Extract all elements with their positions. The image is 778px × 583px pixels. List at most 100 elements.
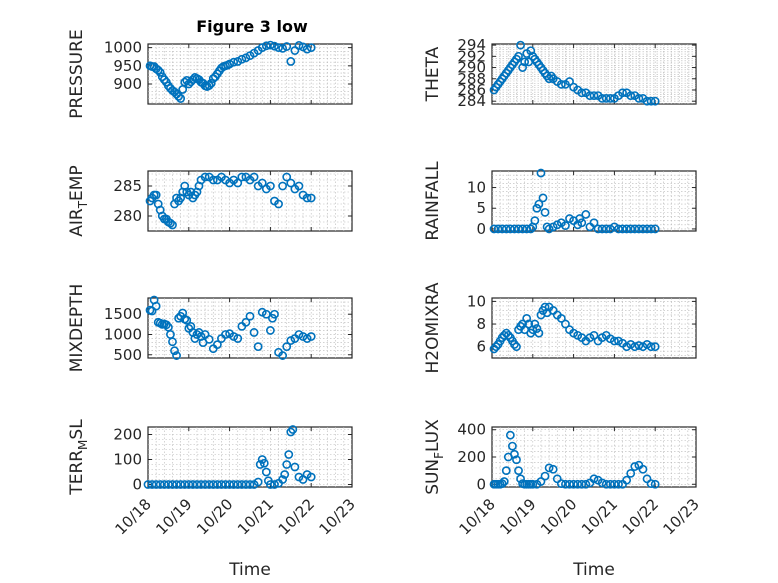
data-point — [245, 480, 255, 489]
data-point — [225, 480, 234, 489]
data-point — [176, 480, 186, 489]
series-points — [489, 302, 660, 354]
data-point — [536, 168, 546, 178]
series-points — [145, 172, 316, 230]
data-point — [601, 224, 611, 234]
y-tick-label: 1500 — [104, 305, 142, 323]
data-point — [288, 425, 298, 434]
data-point — [274, 43, 283, 53]
data-point — [176, 94, 186, 103]
data-point — [532, 324, 542, 333]
data-point — [200, 172, 210, 182]
data-point — [499, 477, 509, 486]
y-axis-label-tail: SL — [67, 419, 87, 440]
data-point — [597, 93, 607, 103]
data-point — [577, 88, 587, 98]
series-points — [489, 168, 660, 234]
y-axis-label-main: SUN — [423, 459, 443, 495]
data-point — [534, 199, 544, 209]
data-point — [542, 222, 552, 232]
data-point — [282, 460, 292, 469]
x-axis-label: Time — [572, 560, 615, 580]
data-point — [605, 479, 615, 489]
data-point — [593, 224, 603, 234]
data-point — [204, 480, 214, 489]
x-tick-label: 10/23 — [660, 495, 703, 538]
data-point — [520, 57, 530, 67]
data-point — [505, 224, 515, 234]
y-axis-label-subscript: M — [76, 440, 90, 450]
data-point — [241, 317, 251, 327]
data-point — [192, 480, 202, 489]
data-point — [168, 337, 177, 347]
y-tick-label: 285 — [113, 177, 142, 195]
data-point — [278, 181, 288, 191]
data-point — [229, 480, 239, 489]
x-tick-label: 10/21 — [578, 495, 621, 538]
subplot-air-temp: 280 285 AIRTEMP — [67, 165, 353, 237]
data-point — [270, 41, 279, 51]
data-point — [294, 41, 304, 50]
data-point — [516, 474, 525, 484]
data-point — [526, 46, 536, 56]
data-point — [225, 59, 234, 69]
data-point — [261, 467, 271, 477]
data-point — [208, 175, 218, 185]
data-point — [143, 480, 153, 489]
data-point — [634, 341, 644, 350]
data-point — [302, 44, 312, 54]
data-point — [278, 43, 288, 53]
data-point — [575, 214, 585, 223]
y-tick-label: 0 — [476, 220, 486, 238]
data-point — [556, 79, 566, 89]
y-axis-label: TERRMSL — [67, 419, 90, 496]
data-point — [241, 480, 251, 489]
data-point — [212, 480, 222, 489]
y-tick-label: 1000 — [104, 325, 142, 343]
data-point — [233, 480, 243, 489]
data-point — [577, 218, 587, 228]
data-point — [497, 224, 507, 234]
data-point — [610, 336, 619, 346]
data-point — [528, 479, 538, 489]
data-point — [618, 88, 627, 98]
data-point — [556, 479, 566, 488]
data-point — [532, 203, 542, 213]
data-point — [188, 480, 198, 489]
data-point — [170, 346, 179, 356]
data-point — [237, 480, 247, 489]
y-axis-label: H2OMIXRA — [423, 282, 443, 373]
data-point — [538, 193, 548, 203]
data-point — [151, 480, 161, 489]
data-point — [589, 218, 599, 228]
data-point — [589, 91, 599, 100]
data-point — [151, 190, 161, 200]
y-tick-label: 5 — [476, 199, 486, 217]
data-point — [642, 224, 652, 234]
data-point — [204, 81, 214, 90]
data-point — [650, 96, 660, 106]
data-point — [290, 462, 300, 472]
data-point — [180, 480, 190, 489]
data-point — [585, 91, 595, 100]
data-point — [180, 77, 190, 87]
data-point — [294, 181, 304, 191]
data-point — [634, 224, 644, 234]
data-point — [514, 51, 523, 61]
data-point — [581, 210, 591, 219]
data-point — [601, 93, 611, 103]
axes-frame — [147, 426, 353, 488]
data-point — [614, 479, 623, 489]
data-point — [630, 342, 640, 352]
y-tick-label: 284 — [457, 92, 486, 110]
data-point — [540, 471, 550, 481]
data-point — [253, 342, 263, 352]
data-point — [556, 313, 566, 323]
data-point — [581, 479, 591, 489]
data-point — [245, 311, 255, 321]
data-point — [597, 478, 607, 488]
data-point — [630, 462, 640, 471]
data-point — [638, 464, 648, 474]
data-point — [601, 479, 611, 489]
